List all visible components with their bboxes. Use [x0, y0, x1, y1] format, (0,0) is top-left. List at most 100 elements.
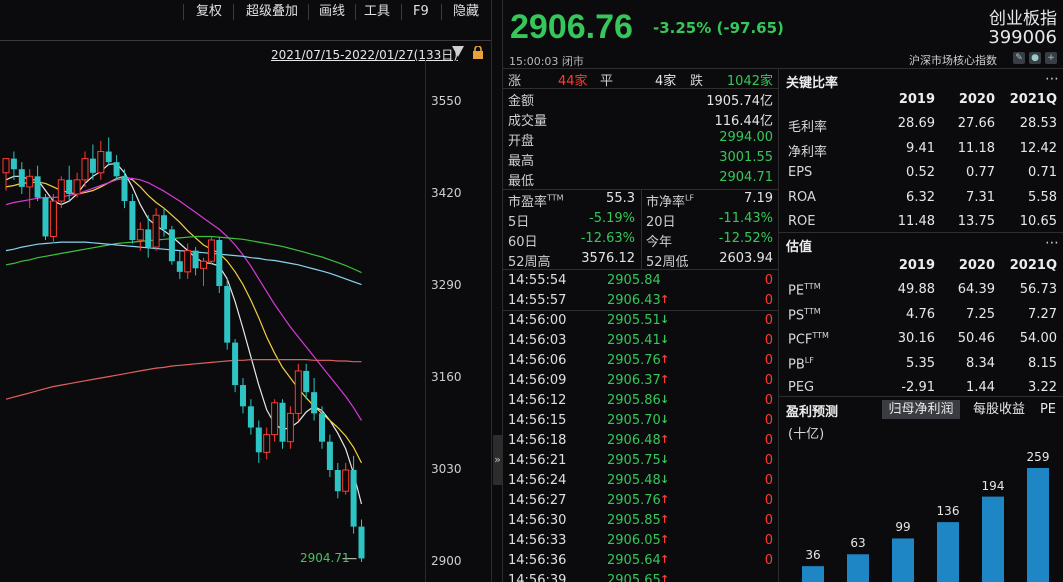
collapse-handle-icon[interactable]: » [493, 435, 502, 485]
kline-chart[interactable] [0, 60, 425, 582]
candlestick [286, 406, 294, 449]
candlestick [247, 399, 254, 435]
metric-label-text: PB [788, 356, 805, 372]
panel-splitter[interactable]: » [491, 0, 503, 582]
tab-eps[interactable]: 每股收益 [972, 402, 1025, 417]
ma-line-ma5 [5, 162, 363, 505]
tick-row: 14:56:39 2905.65 ↑ [503, 572, 779, 582]
add-icon[interactable]: + [1045, 52, 1057, 64]
candlestick [66, 165, 73, 202]
candlestick [263, 427, 271, 460]
more-icon[interactable]: ⋯ [1045, 235, 1059, 251]
candlestick [168, 225, 175, 265]
stat-pair-row: 60日 -12.63% 今年 -12.52% [503, 230, 779, 250]
metric-value: 11.48 [897, 214, 935, 229]
tab-net-profit[interactable]: 归母净利润 [882, 400, 960, 419]
candlestick [145, 215, 152, 258]
tick-price: 2905.48 [607, 473, 661, 488]
tick-volume: 0 [764, 533, 773, 548]
price-tick-label: 2900 [431, 554, 462, 568]
metric-value: -2.91 [901, 380, 935, 395]
edit-icon[interactable]: ✎ [1013, 52, 1025, 64]
date-range-link[interactable]: 2021/07/15-2022/01/27(133日) [271, 48, 458, 62]
tick-volume: 0 [764, 453, 773, 468]
up-count: 44家 [558, 74, 588, 89]
alert-icon[interactable]: ● [1029, 52, 1041, 64]
tick-row: 14:56:21 2905.75 ↓ 0 [503, 452, 779, 472]
ma-line-ma10 [5, 175, 363, 464]
tick-price: 2905.51 [607, 313, 661, 328]
tick-price: 2905.64 [607, 553, 661, 568]
divider [503, 310, 779, 311]
arrow-down-icon: ↓ [660, 313, 670, 326]
quote-header: 2906.76 -3.25% (-97.65) 15:00:03 闭市 创业板指… [503, 0, 1063, 68]
tick-price: 2906.37 [607, 373, 661, 388]
metric-value: 7.25 [966, 306, 995, 322]
last-price-label: 2904.71 [300, 551, 350, 565]
tick-row: 14:56:12 2905.86 ↓ 0 [503, 392, 779, 412]
forecast-bar-label: 194 [981, 478, 1005, 493]
toolbar-separator [441, 4, 442, 20]
stat-label: 金额 [508, 94, 535, 109]
metric-value: 12.42 [1019, 140, 1057, 156]
candlestick [89, 144, 96, 180]
metric-value: 56.73 [1019, 282, 1057, 297]
forecast-title: 盈利预测 [786, 405, 839, 420]
hide-button[interactable]: 隐藏 [453, 4, 480, 19]
overlay-button[interactable]: 超级叠加 [246, 4, 299, 19]
tick-price: 2906.48 [607, 433, 661, 448]
more-icon[interactable]: ⋯ [1045, 71, 1059, 87]
arrow-up-icon: ↑ [660, 553, 670, 566]
price-tick-label: 3160 [431, 370, 462, 384]
candlestick [232, 339, 239, 393]
candlestick [161, 208, 167, 237]
quote-timestamp: 15:00:03 [509, 55, 559, 68]
candlestick [271, 399, 279, 442]
tick-price: 2905.70 [607, 413, 661, 428]
metric-label-sup: TTM [804, 306, 821, 316]
stat-value: -12.52% [718, 231, 773, 246]
stat-label-sup: TTM [547, 193, 564, 203]
metric-label-text: PEG [788, 380, 815, 395]
price-tick-label: 3550 [431, 94, 462, 108]
range-dropdown-icon[interactable] [452, 46, 464, 57]
forecast-bar [982, 496, 1004, 582]
candlestick [294, 363, 302, 421]
last-price: 2906.76 [510, 8, 633, 46]
tick-time: 14:56:21 [508, 453, 567, 468]
stat-row: 金额 1905.74亿 [503, 89, 779, 109]
tick-row: 14:55:57 2906.43 ↑ 0 [503, 292, 779, 312]
stat-value: 116.44亿 [714, 114, 774, 129]
tick-volume: 0 [764, 513, 773, 528]
adjust-button[interactable]: 复权 [196, 4, 223, 19]
metric-value: 30.16 [897, 331, 935, 346]
candlestick [129, 194, 136, 244]
metric-label-text: 毛利率 [788, 120, 828, 135]
tools-button[interactable]: 工具 [364, 4, 391, 19]
fundamentals-panel: 关键比率 ⋯ 2019 2020 2021Q 毛利率 28.69 27.66 28.53 净利… [779, 68, 1063, 582]
ma-line-ma120 [5, 241, 362, 286]
f9-button[interactable]: F9 [413, 4, 429, 19]
arrow-up-icon: ↑ [660, 353, 670, 366]
tick-row: 14:56:09 2906.37 ↑ 0 [503, 372, 779, 392]
tick-price: 2906.43 [607, 293, 661, 308]
tick-price: 2906.05 [607, 533, 661, 548]
stat-label: 20日 [646, 211, 676, 230]
candlestick [184, 243, 192, 279]
market-category: 沪深市场核心指数 [909, 54, 997, 67]
toolbar-separator [401, 4, 402, 20]
year-header: 2021Q [1009, 92, 1057, 107]
draw-line-button[interactable]: 画线 [319, 4, 346, 19]
tick-time: 14:56:15 [508, 413, 567, 428]
metric-label: ROA [788, 190, 816, 205]
market-status: 闭市 [561, 55, 584, 68]
forecast-bar [1027, 468, 1049, 582]
candlestick [73, 172, 81, 198]
lock-icon[interactable] [472, 46, 484, 59]
down-count: 1042家 [726, 74, 773, 89]
metric-value: 7.31 [966, 189, 995, 205]
tab-pe[interactable]: PE [1039, 402, 1057, 417]
price-tick-label: 3030 [431, 462, 462, 476]
candlestick [121, 169, 128, 209]
year-header: 2020 [958, 258, 995, 273]
